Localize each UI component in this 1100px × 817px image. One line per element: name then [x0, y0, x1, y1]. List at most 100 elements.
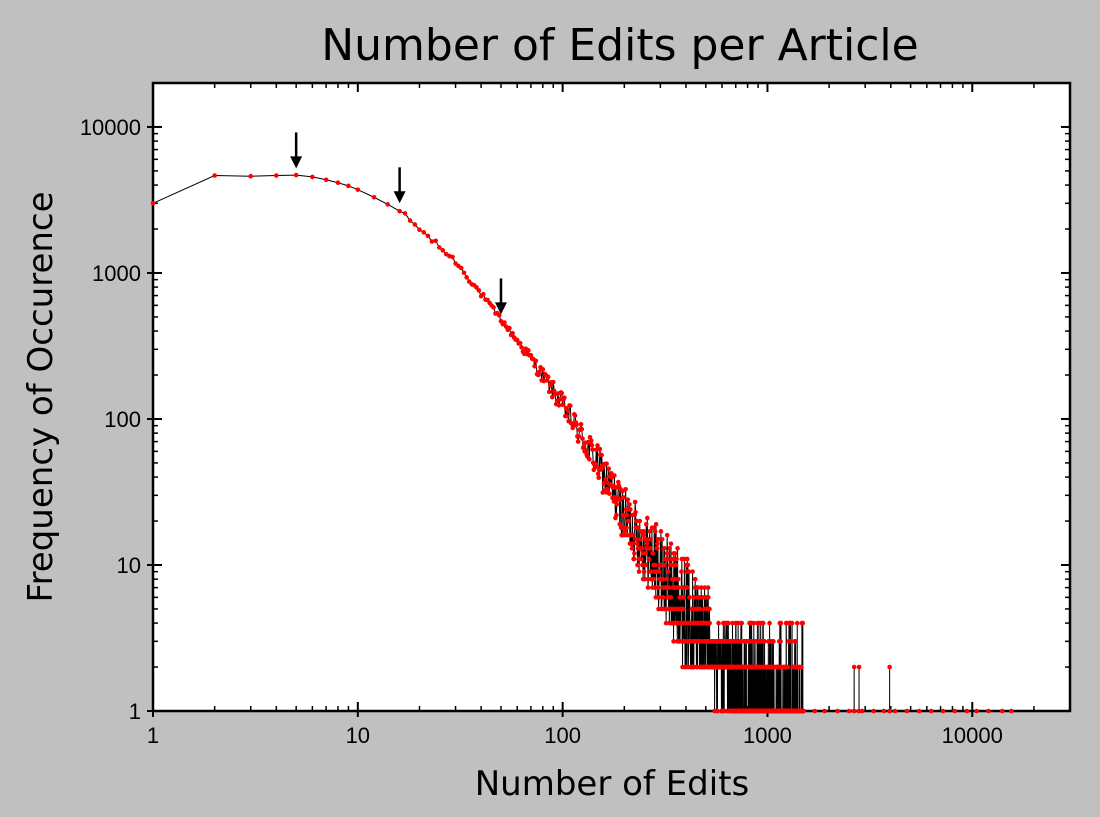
y-tick-label: 100	[104, 407, 141, 432]
data-point	[730, 620, 735, 626]
data-point	[293, 172, 299, 178]
data-point	[739, 620, 745, 626]
x-tick-label: 100	[544, 723, 581, 748]
data-point	[596, 475, 602, 481]
arrow-annotation	[290, 132, 303, 169]
data-point	[668, 595, 674, 600]
data-point	[663, 620, 669, 626]
data-point	[559, 390, 565, 396]
data-point	[623, 486, 628, 492]
data-point	[274, 173, 279, 178]
data-point	[632, 551, 637, 556]
data-point	[604, 461, 609, 467]
data-point	[458, 265, 464, 271]
data-point	[856, 664, 862, 670]
data-point	[579, 426, 585, 432]
data-point	[851, 664, 857, 670]
data-point	[587, 456, 592, 462]
data-point	[496, 312, 502, 318]
data-point	[928, 708, 934, 714]
data-point	[665, 551, 671, 556]
data-point	[673, 551, 678, 556]
data-point	[695, 585, 701, 590]
data-point	[655, 541, 660, 546]
data-point	[601, 480, 607, 486]
data-point	[617, 497, 623, 503]
data-point	[645, 585, 651, 590]
data-point	[650, 551, 656, 556]
data-point	[335, 180, 341, 186]
data-point	[654, 546, 660, 551]
data-point	[528, 352, 534, 358]
data-point	[624, 525, 629, 531]
arrow-annotation	[393, 167, 406, 204]
data-point	[644, 515, 650, 521]
data-point	[630, 541, 636, 546]
x-tick-label: 1000	[743, 723, 792, 748]
data-point	[940, 708, 946, 714]
data-point	[557, 397, 563, 402]
data-point	[721, 708, 727, 714]
data-point	[632, 499, 638, 505]
data-point	[687, 595, 692, 600]
data-point	[881, 708, 887, 714]
data-point	[323, 177, 329, 183]
data-point	[517, 340, 523, 346]
data-point	[639, 546, 645, 551]
data-point	[643, 521, 649, 527]
data-point	[440, 248, 446, 253]
data-point	[578, 422, 584, 427]
data-point	[812, 708, 817, 714]
data-point	[502, 320, 507, 325]
data-point	[658, 529, 664, 534]
data-point	[659, 536, 665, 542]
y-axis-title: Frequency of Occurence	[21, 191, 61, 602]
data-point	[697, 606, 703, 612]
data-point	[673, 562, 679, 568]
data-point	[916, 708, 922, 714]
data-point	[851, 708, 857, 714]
data-point	[627, 502, 632, 507]
data-point	[588, 438, 594, 443]
data-point	[576, 434, 582, 439]
data-point	[607, 491, 612, 496]
data-point	[649, 569, 654, 574]
data-point	[680, 585, 686, 590]
data-point	[681, 595, 687, 600]
data-point	[212, 173, 217, 178]
data-point	[692, 576, 698, 582]
data-point	[633, 509, 638, 515]
data-point	[771, 639, 776, 644]
data-point	[583, 448, 589, 453]
data-point	[660, 576, 665, 582]
data-point	[675, 576, 681, 582]
data-point	[986, 708, 991, 714]
data-point	[685, 562, 691, 568]
data-point	[964, 708, 970, 714]
data-point	[952, 708, 957, 714]
data-point	[450, 254, 455, 260]
data-point	[671, 639, 676, 644]
data-point	[684, 585, 690, 590]
plot-area	[151, 81, 1072, 713]
data-point	[514, 337, 520, 343]
data-point	[589, 442, 595, 448]
data-point	[572, 413, 578, 418]
data-point	[641, 529, 647, 534]
y-tick-label: 10000	[80, 115, 141, 140]
data-point	[707, 606, 712, 612]
data-point	[871, 708, 876, 714]
data-point	[464, 275, 469, 280]
data-point	[674, 556, 679, 562]
data-point	[767, 620, 772, 626]
data-point	[669, 562, 674, 568]
data-point	[425, 233, 431, 239]
data-point	[519, 345, 524, 350]
data-point	[668, 541, 674, 546]
data-point	[544, 378, 550, 383]
data-point	[624, 512, 630, 518]
data-point	[385, 202, 391, 207]
data-point	[666, 585, 672, 590]
data-point	[652, 529, 658, 534]
arrow-head	[494, 302, 507, 315]
